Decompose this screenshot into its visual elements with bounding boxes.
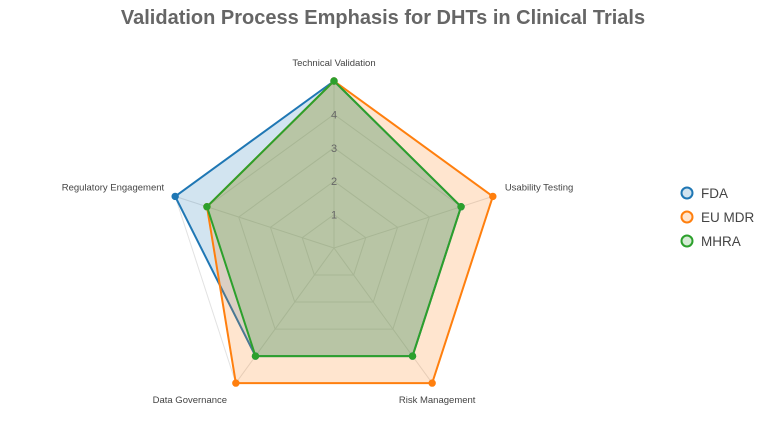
- data-point-eu-mdr: [232, 379, 240, 387]
- legend-marker: [680, 210, 694, 224]
- axis-label: Usability Testing: [505, 182, 573, 193]
- grid-ring: [301, 213, 367, 276]
- legend-label: FDA: [701, 186, 728, 201]
- radar-series: [171, 77, 497, 387]
- axis-label: Risk Management: [399, 395, 476, 406]
- grid-ring: [238, 147, 430, 330]
- legend-item-eu-mdr[interactable]: EU MDR: [680, 210, 755, 225]
- grid-spoke: [333, 247, 433, 384]
- axis-label: Regulatory Engagement: [62, 182, 165, 193]
- legend[interactable]: FDA EU MDR MHRA: [680, 186, 755, 249]
- legend-label: MHRA: [701, 234, 741, 249]
- data-point-mhra: [457, 203, 465, 211]
- data-point-mhra: [251, 352, 260, 360]
- axis-label: Technical Validation: [292, 58, 375, 69]
- tick-label: 4: [331, 109, 337, 121]
- tick-label: 3: [331, 143, 337, 155]
- axis-label: Data Governance: [153, 395, 227, 406]
- data-point-mhra: [408, 352, 417, 360]
- legend-marker: [680, 234, 694, 248]
- data-point-eu-mdr: [489, 192, 497, 201]
- legend-item-fda[interactable]: FDA: [680, 186, 729, 201]
- legend-item-mhra[interactable]: MHRA: [680, 234, 741, 249]
- radar-labels: 1 2 3 4 Technical Validation Usability Testin…: [62, 58, 574, 406]
- chart-title: Validation Process Emphasis for DHTs in …: [120, 7, 646, 29]
- grid-spoke: [333, 195, 493, 249]
- legend-label: EU MDR: [701, 210, 754, 225]
- data-point-mhra: [330, 77, 338, 85]
- grid-spoke: [175, 195, 335, 249]
- data-point-mhra: [203, 203, 211, 211]
- data-point-fda: [171, 192, 179, 201]
- data-point-eu-mdr: [428, 379, 436, 387]
- legend-marker: [680, 186, 694, 200]
- series-area-mhra: [205, 80, 463, 358]
- grid-spoke: [235, 247, 335, 384]
- grid-ring: [269, 180, 399, 303]
- tick-label: 2: [331, 176, 337, 188]
- tick-label: 1: [331, 210, 337, 222]
